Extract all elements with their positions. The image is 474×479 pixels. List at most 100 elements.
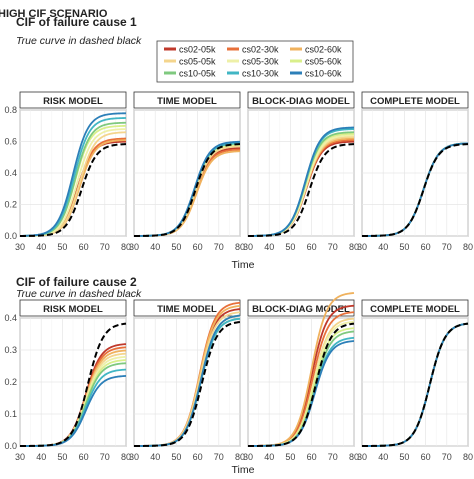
y-tick-label: 0.2 — [4, 200, 17, 210]
true-curve-line — [248, 322, 355, 447]
legend-label-cs02-60k: cs02-60k — [305, 45, 342, 55]
x-tick-label: 80 — [349, 452, 359, 462]
x-tick-label: 40 — [264, 452, 274, 462]
y-tick-label: 0.3 — [4, 345, 17, 355]
panel-time-model-1: TIME MODEL 30 40 50 60 70 80 — [129, 91, 245, 252]
chart-1-title: CIF of failure cause 1 — [16, 15, 137, 29]
chart-2-subtitle: True curve in dashed black — [16, 288, 142, 300]
panel-strip — [247, 91, 355, 109]
chart-1-xlabel: Time — [232, 259, 255, 271]
panel-complete-model-2: COMPLETE MODEL 30 40 50 60 70 80 — [357, 299, 473, 462]
x-tick-label: 60 — [79, 242, 89, 252]
panel-strip — [19, 91, 127, 109]
series-line-cs10-60k — [20, 375, 127, 447]
panel-block-diag-model-2: BLOCK-DIAG MODEL 30 40 50 60 70 80 — [243, 292, 359, 462]
x-tick-label: 80 — [463, 452, 473, 462]
x-tick-label: 70 — [442, 452, 452, 462]
y-tick-label: 0.1 — [4, 409, 17, 419]
x-tick-label: 60 — [193, 452, 203, 462]
x-tick-label: 30 — [243, 242, 253, 252]
legend-label-cs02-05k: cs02-05k — [179, 45, 216, 55]
x-tick-label: 70 — [328, 242, 338, 252]
legend-box — [156, 40, 354, 83]
panel-strip — [133, 299, 241, 317]
x-tick-label: 50 — [57, 242, 67, 252]
true-curve-line — [134, 321, 241, 447]
chart-2-panels: RISK MODEL 30 40 50 60 70 80 0.0 0.1 0.2 0.3 0.4 TIM… — [4, 292, 473, 462]
panel-strip-label: RISK MODEL — [43, 96, 103, 107]
x-tick-label: 30 — [15, 242, 25, 252]
true-curve-line — [362, 143, 469, 237]
x-tick-label: 60 — [307, 242, 317, 252]
chart-1-subtitle: True curve in dashed black — [16, 35, 142, 47]
x-tick-label: 80 — [121, 452, 131, 462]
x-tick-label: 50 — [171, 242, 181, 252]
chart-1-panels: RISK MODEL 30 40 50 60 70 80 0.0 0.2 0.4 0.6 0.8 TIM… — [4, 91, 473, 252]
x-tick-label: 30 — [357, 242, 367, 252]
y-tick-label: 0.0 — [4, 231, 17, 241]
x-tick-label: 50 — [399, 242, 409, 252]
x-tick-label: 40 — [378, 242, 388, 252]
x-tick-label: 70 — [100, 242, 110, 252]
x-tick-label: 50 — [171, 452, 181, 462]
panel-block-diag-model-1: BLOCK-DIAG MODEL 30 40 50 60 70 80 — [243, 91, 359, 252]
y-tick-label: 0.6 — [4, 137, 17, 147]
series-line-cs10-60k — [247, 126, 355, 237]
x-tick-label: 40 — [264, 242, 274, 252]
true-curve-line — [20, 322, 127, 447]
true-curve-line — [248, 143, 355, 237]
legend-label-cs05-60k: cs05-60k — [305, 57, 342, 67]
legend-label-cs10-05k: cs10-05k — [179, 69, 216, 79]
x-tick-label: 30 — [129, 452, 139, 462]
x-tick-label: 70 — [214, 452, 224, 462]
panel-strip-label: TIME MODEL — [157, 96, 217, 107]
x-tick-label: 80 — [463, 242, 473, 252]
chart-cause-2: CIF of failure cause 2 True curve in das… — [4, 275, 473, 476]
legend: cs02-05k cs05-05k cs10-05k cs02-30k cs05-30k… — [156, 40, 354, 83]
x-tick-label: 60 — [307, 452, 317, 462]
panel-strip — [361, 91, 469, 109]
panel-time-model-2: TIME MODEL 30 40 50 60 70 80 — [129, 299, 245, 462]
x-tick-label: 50 — [399, 452, 409, 462]
panel-risk-model-2: RISK MODEL 30 40 50 60 70 80 0.0 0.1 0.2 0.3 0.4 — [4, 299, 131, 462]
x-tick-label: 70 — [214, 242, 224, 252]
chart-2-xlabel: Time — [232, 464, 255, 474]
x-tick-label: 60 — [79, 452, 89, 462]
series-line-cs10-60k — [133, 140, 241, 237]
panel-strip-label: COMPLETE MODEL — [370, 96, 460, 107]
panel-complete-model-1: COMPLETE MODEL 30 40 50 60 70 80 — [357, 91, 473, 252]
scenario-label: HIGH CIF SCENARIO — [0, 8, 108, 20]
x-tick-label: 70 — [100, 452, 110, 462]
x-tick-label: 40 — [150, 452, 160, 462]
y-tick-label: 0.2 — [4, 377, 17, 387]
x-tick-label: 60 — [421, 242, 431, 252]
x-tick-label: 30 — [129, 242, 139, 252]
true-curve-line — [362, 322, 469, 447]
legend-label-cs02-30k: cs02-30k — [242, 45, 279, 55]
legend-label-cs05-30k: cs05-30k — [242, 57, 279, 67]
panel-strip-label: BLOCK-DIAG MODEL — [252, 304, 350, 315]
panel-strip-label: COMPLETE MODEL — [370, 304, 460, 315]
y-tick-label: 0.4 — [4, 168, 17, 178]
x-tick-label: 50 — [285, 242, 295, 252]
x-tick-label: 80 — [235, 452, 245, 462]
series-line-cs10-60k — [19, 112, 127, 237]
panel-strip — [247, 299, 355, 317]
x-tick-label: 30 — [357, 452, 367, 462]
y-tick-label: 0.8 — [4, 105, 17, 115]
x-tick-label: 40 — [378, 452, 388, 462]
x-tick-label: 40 — [36, 452, 46, 462]
x-tick-label: 70 — [328, 452, 338, 462]
panel-strip — [133, 91, 241, 109]
series-line-cs10-60k — [134, 314, 241, 447]
x-tick-label: 60 — [193, 242, 203, 252]
x-tick-label: 50 — [285, 452, 295, 462]
true-curve-line — [134, 143, 241, 237]
x-tick-label: 60 — [421, 452, 431, 462]
x-tick-label: 40 — [150, 242, 160, 252]
true-curve-line — [20, 143, 127, 237]
x-tick-label: 30 — [15, 452, 25, 462]
x-tick-label: 80 — [121, 242, 131, 252]
panel-risk-model-1: RISK MODEL 30 40 50 60 70 80 0.0 0.2 0.4 0.6 0.8 — [4, 91, 131, 252]
